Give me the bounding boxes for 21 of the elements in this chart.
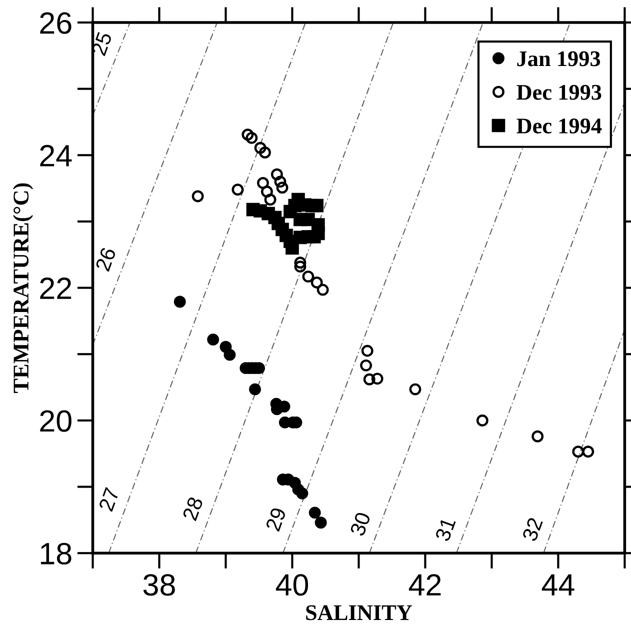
annotation: 29: [265, 506, 286, 532]
annotation: 28: [182, 496, 204, 522]
y-tick-label: 22: [40, 278, 72, 299]
y-tick-label: 26: [40, 12, 72, 34]
x-tick-label: 38: [143, 574, 175, 596]
annotation: 32: [522, 516, 544, 542]
y-axis-title: TEMPERATURE(°C): [12, 183, 34, 393]
y-tick-label: 24: [40, 144, 72, 166]
y-tick-label: 20: [40, 410, 72, 432]
x-tick-label: 40: [276, 574, 308, 596]
annotation: 30: [350, 511, 371, 537]
y-tick-label: 18: [40, 542, 72, 564]
annotation: 27: [98, 487, 120, 512]
legend-label: Dec 1994: [516, 118, 602, 134]
legend-label: Jan 1993: [517, 51, 600, 66]
annotation: 26: [95, 246, 116, 272]
x-tick-label: 44: [542, 574, 574, 596]
legend-label: Dec 1993: [516, 84, 602, 100]
annotation: 31: [434, 516, 456, 542]
x-axis-title: SALINITY: [306, 605, 412, 620]
x-tick-label: 42: [408, 574, 441, 596]
